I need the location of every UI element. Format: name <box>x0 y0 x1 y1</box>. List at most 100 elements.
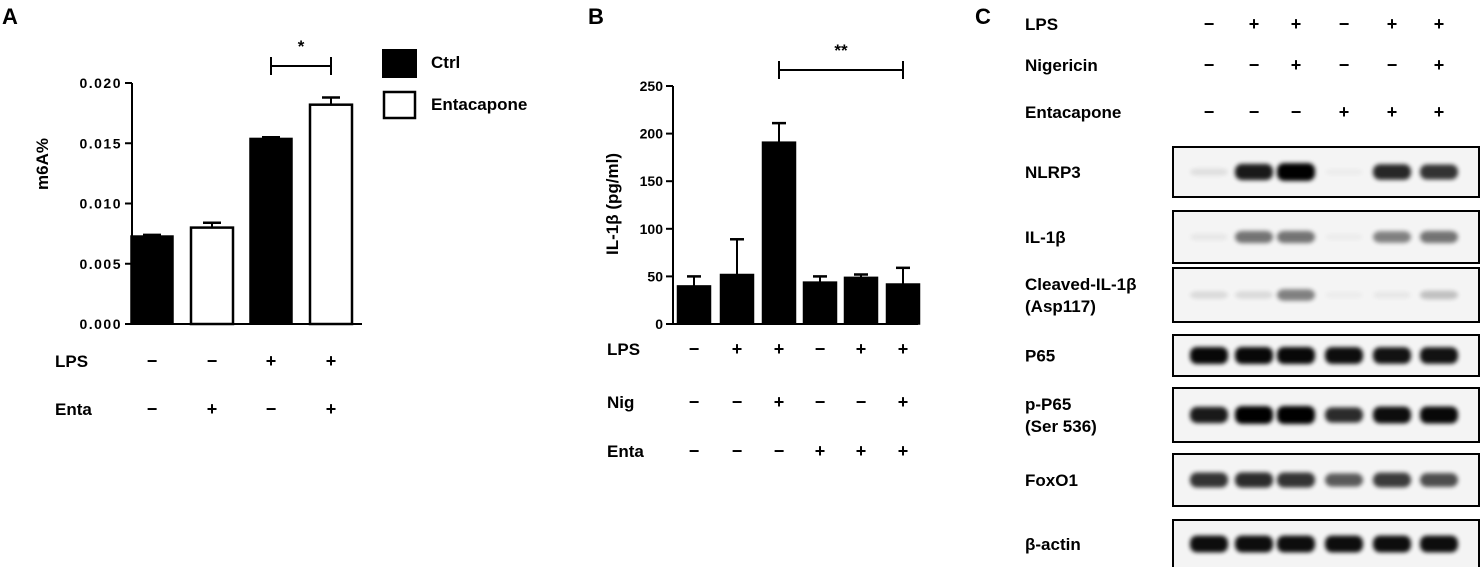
condition-sign: − <box>266 399 277 419</box>
condition-sign: + <box>1434 55 1445 75</box>
panel-letter-c: C <box>975 4 991 29</box>
y-tick-label: 150 <box>640 173 664 189</box>
bar <box>802 281 838 325</box>
blot-label: (Asp117) <box>1025 297 1096 316</box>
condition-sign: + <box>774 339 785 359</box>
blot-row: β-actin <box>1025 519 1480 567</box>
y-tick-label: 100 <box>640 221 664 237</box>
blot-band <box>1325 234 1363 240</box>
blot-band <box>1325 473 1363 487</box>
y-tick-label: 0.015 <box>79 135 122 151</box>
condition-label: Entacapone <box>1025 103 1121 122</box>
condition-sign: + <box>1434 102 1445 122</box>
blot-label: FoxO1 <box>1025 471 1078 490</box>
blot-band <box>1235 535 1273 553</box>
condition-sign: − <box>1249 102 1260 122</box>
y-tick-label: 250 <box>640 78 664 94</box>
blot-label: (Ser 536) <box>1025 417 1097 436</box>
legend-swatch-ctrl <box>382 49 417 78</box>
condition-sign: + <box>856 339 867 359</box>
condition-sign: + <box>774 392 785 412</box>
panel-letter-b: B <box>588 4 604 29</box>
condition-sign: − <box>1291 102 1302 122</box>
blot-band <box>1373 291 1411 299</box>
legend-label-ctrl: Ctrl <box>431 53 460 72</box>
blot-band <box>1373 406 1411 424</box>
condition-sign: + <box>266 351 277 371</box>
condition-sign: + <box>1434 14 1445 34</box>
panel-b: B IL-1β (pg/ml) 0 50 100 150 200 250 ** LPS − +… <box>588 4 921 461</box>
condition-sign: − <box>732 392 743 412</box>
bar <box>719 273 755 325</box>
condition-sign: + <box>898 339 909 359</box>
blot-band <box>1373 347 1411 364</box>
blot-label: IL-1β <box>1025 228 1066 247</box>
condition-sign: − <box>147 351 158 371</box>
condition-label: LPS <box>1025 15 1058 34</box>
blot-row: P65 <box>1025 334 1480 377</box>
blot-label: P65 <box>1025 347 1055 366</box>
condition-sign: − <box>207 351 218 371</box>
condition-sign: − <box>774 441 785 461</box>
condition-sign: − <box>1249 55 1260 75</box>
blot-band <box>1190 535 1228 553</box>
condition-sign: + <box>898 392 909 412</box>
blot-band <box>1420 535 1458 553</box>
blot-band <box>1420 347 1458 364</box>
blot-band <box>1277 346 1315 365</box>
condition-sign: + <box>326 351 337 371</box>
blot-band <box>1277 231 1315 243</box>
legend-a: Ctrl Entacapone <box>382 49 527 120</box>
blot-band <box>1325 169 1363 175</box>
blot-band <box>1373 231 1411 243</box>
y-tick-label: 0.020 <box>79 75 122 91</box>
blot-band <box>1420 473 1458 487</box>
blot-band <box>1235 472 1273 488</box>
blot-row: Cleaved-IL-1β (Asp117) <box>1025 267 1480 323</box>
y-tick-label: 200 <box>640 126 664 142</box>
blot-band <box>1190 406 1228 424</box>
bar <box>130 235 174 325</box>
significance-label: * <box>298 37 305 56</box>
condition-sign: − <box>689 392 700 412</box>
blot-band <box>1420 406 1458 424</box>
y-tick-label: 0.010 <box>79 196 122 212</box>
blot-row: NLRP3 <box>1025 146 1480 198</box>
blot-band <box>1235 346 1273 365</box>
blot-band <box>1373 535 1411 553</box>
blot-row: FoxO1 <box>1025 453 1480 507</box>
y-tick-label: 0.005 <box>79 256 122 272</box>
panel-letter-a: A <box>2 4 18 29</box>
y-axis-label-a: m6A% <box>33 138 52 190</box>
legend-label-entacapone: Entacapone <box>431 95 527 114</box>
blot-band <box>1190 233 1228 241</box>
blot-band <box>1420 164 1458 180</box>
significance-label: ** <box>834 41 848 60</box>
bar <box>885 283 921 325</box>
condition-sign: − <box>147 399 158 419</box>
condition-sign: + <box>898 441 909 461</box>
blot-band <box>1190 291 1228 299</box>
condition-sign: + <box>815 441 826 461</box>
condition-sign: − <box>1204 102 1215 122</box>
condition-sign: − <box>1387 55 1398 75</box>
blot-band <box>1235 406 1273 424</box>
bar <box>761 141 797 325</box>
blot-band <box>1190 168 1228 176</box>
condition-sign: + <box>1387 14 1398 34</box>
bar <box>676 285 712 325</box>
condition-sign: − <box>1339 14 1350 34</box>
bar <box>308 103 354 326</box>
blot-label: p-P65 <box>1025 395 1071 414</box>
condition-sign: − <box>815 339 826 359</box>
blot-band <box>1277 472 1315 488</box>
condition-sign: + <box>732 339 743 359</box>
condition-sign: + <box>1291 55 1302 75</box>
blot-band <box>1373 164 1411 180</box>
condition-sign: − <box>856 392 867 412</box>
condition-sign: − <box>1204 14 1215 34</box>
blot-band <box>1190 346 1228 365</box>
condition-sign: + <box>1249 14 1260 34</box>
condition-sign: + <box>856 441 867 461</box>
